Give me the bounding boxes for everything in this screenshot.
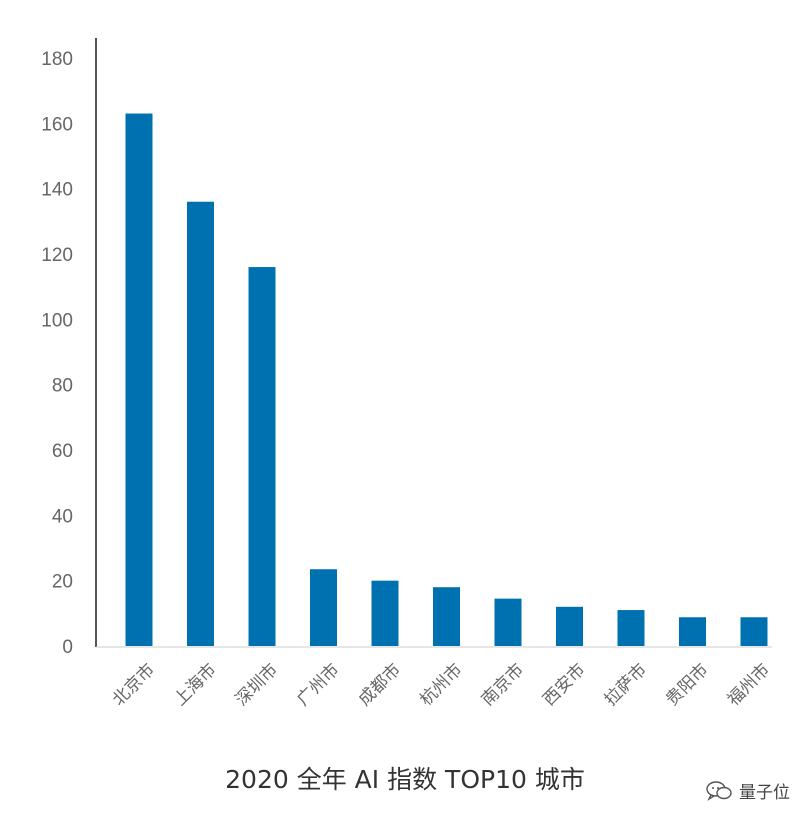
x-category-label: 广州市 [293, 660, 343, 710]
chart-title: 2020 全年 AI 指数 TOP10 城市 [225, 765, 585, 794]
bar [617, 610, 645, 646]
x-category-label: 拉萨市 [601, 660, 651, 710]
watermark-text: 量子位 [739, 783, 790, 803]
bar [494, 598, 522, 646]
watermark: 量子位 [705, 778, 790, 803]
bar [371, 580, 399, 646]
bar [679, 617, 706, 646]
bar [556, 606, 583, 646]
bar [740, 617, 768, 646]
bar [310, 569, 337, 646]
x-category-label: 杭州市 [416, 660, 466, 710]
bar [125, 113, 153, 647]
bar [248, 267, 276, 646]
y-tick-label: 140 [41, 180, 73, 201]
y-tick-label: 80 [52, 376, 73, 397]
y-tick-label: 20 [52, 572, 73, 593]
bar [187, 201, 214, 646]
x-category-label: 成都市 [355, 660, 405, 710]
y-tick-label: 120 [41, 245, 73, 266]
x-category-label: 深圳市 [232, 660, 282, 710]
bar [433, 587, 460, 646]
y-tick-label: 180 [41, 49, 73, 70]
x-category-label: 贵阳市 [662, 660, 712, 710]
x-category-label: 西安市 [539, 660, 589, 710]
x-category-label: 北京市 [109, 660, 159, 710]
y-tick-label: 40 [52, 506, 73, 527]
y-tick-label: 0 [62, 637, 73, 658]
y-tick-label: 100 [41, 310, 73, 331]
bar-chart: 0 20 40 60 80 100 120 140 160 180 北京市 上海市 深圳市 广州市 成都市… [41, 38, 774, 710]
x-category-label: 福州市 [724, 660, 774, 710]
wechat-icon [706, 780, 732, 801]
x-category-label: 上海市 [170, 660, 220, 710]
y-tick-label: 160 [41, 114, 73, 135]
x-category-label: 南京市 [478, 660, 528, 710]
y-tick-label: 60 [52, 441, 73, 462]
